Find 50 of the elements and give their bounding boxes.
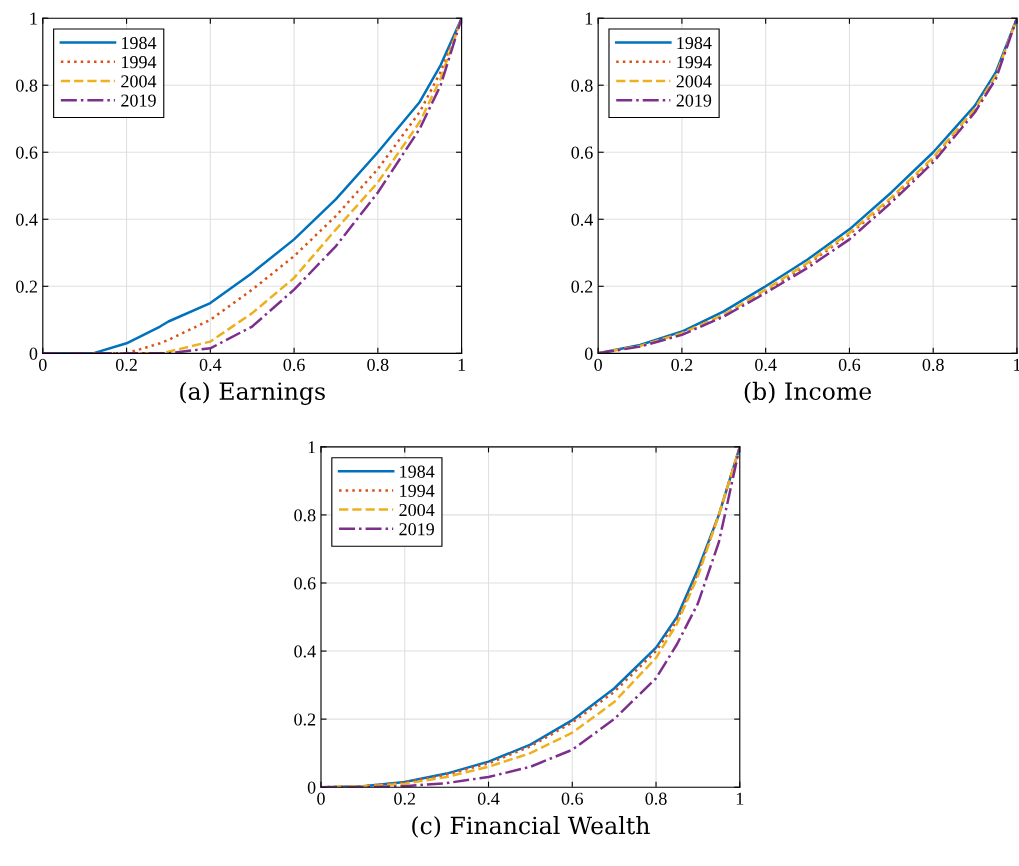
legend-label: 2004	[676, 75, 712, 88]
x-tick-label: 1	[458, 358, 466, 371]
x-tick-label: 0.4	[477, 792, 500, 805]
y-tick-label: 0	[584, 347, 593, 360]
y-tick-label: 0.4	[16, 213, 38, 226]
legend-label: 1994	[122, 56, 157, 69]
y-tick-label: 0.2	[571, 280, 593, 293]
x-tick-label: 0.8	[922, 358, 944, 371]
x-tick-label: 0.2	[115, 358, 137, 371]
y-tick-label: 0.8	[571, 79, 593, 92]
legend-label: 2019	[399, 523, 434, 536]
x-tick-label: 0.4	[199, 358, 222, 371]
y-tick-label: 1	[30, 12, 37, 25]
x-tick-label: 0.8	[367, 358, 389, 371]
y-tick-label: 0.6	[571, 146, 593, 159]
legend-label: 2004	[121, 75, 157, 88]
legend-label: 1994	[400, 484, 435, 497]
x-tick-label: 0.8	[645, 792, 667, 805]
x-tick-label: 0	[38, 358, 47, 371]
legend-label: 1984	[400, 465, 435, 478]
text: (b) Income	[744, 381, 872, 404]
x-tick-label: 0.4	[755, 358, 777, 371]
y-tick-label: 0.4	[571, 213, 594, 226]
x-tick-label: 0.6	[561, 792, 584, 805]
legend-label: 2004	[399, 503, 435, 517]
x-tick-label: 0.2	[671, 358, 693, 371]
legend-label: 2019	[676, 94, 712, 107]
text: (a) Earnings	[180, 381, 325, 405]
y-tick-label: 1	[585, 12, 593, 25]
y-tick-label: 0	[29, 347, 38, 360]
legend-label: 1994	[677, 56, 712, 69]
x-tick-label: 0.6	[838, 358, 861, 371]
y-tick-label: 0.4	[294, 645, 316, 658]
x-tick-label: 0.2	[394, 792, 416, 805]
y-tick-label: 0	[307, 781, 316, 794]
x-tick-label: 0	[317, 792, 325, 805]
x-tick-label: 0.6	[283, 358, 305, 371]
text: (c) Financial Wealth	[412, 816, 650, 838]
y-tick-label: 0.6	[16, 146, 38, 159]
legend-label: 2019	[121, 94, 156, 107]
legend-label: 1984	[122, 36, 157, 50]
y-tick-label: 0.8	[294, 509, 316, 522]
x-tick-label: 0	[594, 358, 602, 371]
legend-label: 1984	[677, 36, 712, 50]
y-tick-label: 0.8	[16, 79, 38, 92]
y-tick-label: 0.2	[16, 280, 37, 293]
y-tick-label: 1	[308, 441, 316, 454]
y-tick-label: 0.2	[294, 713, 316, 726]
y-tick-label: 0.6	[294, 577, 316, 590]
x-tick-label: 1	[736, 792, 744, 805]
